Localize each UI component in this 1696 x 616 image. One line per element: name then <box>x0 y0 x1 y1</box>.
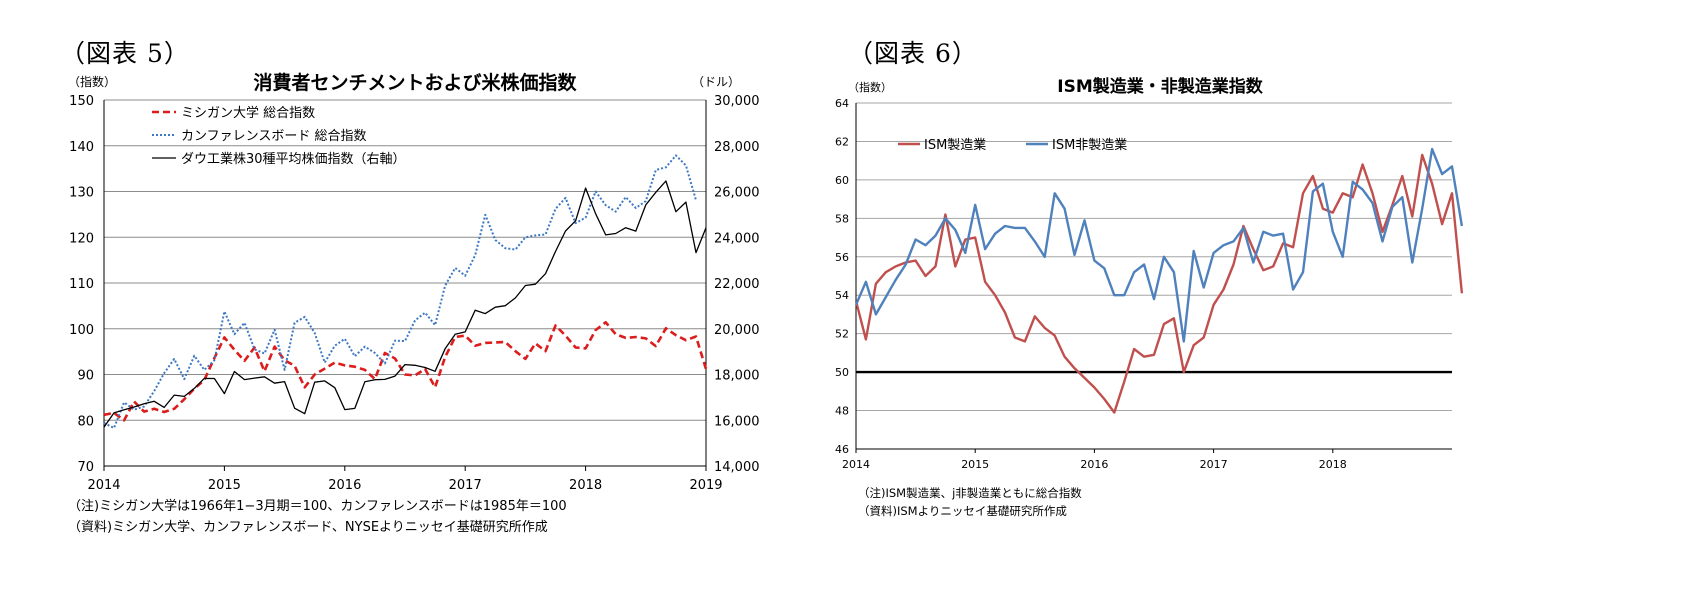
y2-tick-label: 20,000 <box>714 323 760 338</box>
series-line-1 <box>854 153 1464 414</box>
y-tick-label: 130 <box>69 186 94 201</box>
figure-5-panel: （図表 5） 70 80 90 100 110 120 130 140 150 14,000 16,… <box>60 39 760 538</box>
y-tick-label: 120 <box>69 231 94 246</box>
y-tick-label: 50 <box>835 366 849 379</box>
legend-label-2: カンファレンスボード 総合指数 <box>181 129 366 144</box>
series-line-2 <box>103 154 697 429</box>
y-tick-label: 58 <box>835 212 849 225</box>
y2-tick-label: 22,000 <box>714 277 760 292</box>
x-tick-label: 2015 <box>208 478 241 493</box>
legend-label-3: ダウ工業株30種平均株価指数（右軸） <box>181 151 406 167</box>
legend-label-1: ISM製造業 <box>924 137 986 153</box>
y-tick-label: 46 <box>835 443 849 456</box>
x-tick-label: 2017 <box>449 478 482 493</box>
y-tick-label: 140 <box>69 140 94 155</box>
legend-label-2: ISM非製造業 <box>1052 137 1127 153</box>
x-tick-label: 2016 <box>328 478 361 493</box>
ism-index-chart: 46 48 50 52 54 56 58 60 62 64 2014 2015 2016 2017 2018… <box>835 76 1464 471</box>
chart-title: ISM製造業・非製造業指数 <box>1057 76 1263 97</box>
x-tick-label: 2019 <box>689 478 722 493</box>
figure-6-panel: （図表 6） 46 48 50 52 54 56 58 60 62 64 2014 2015 2016 2… <box>835 0 1696 616</box>
y-tick-label: 70 <box>77 460 94 475</box>
figure-5-source: （資料)ミシガン大学、カンファレンスボード、NYSEよりニッセイ基礎研究所作成 <box>68 520 548 535</box>
y-axis-label: （指数） <box>848 80 892 94</box>
series-line-2 <box>854 147 1464 343</box>
figure-6-label: （図表 6） <box>848 39 978 68</box>
x-tick-label: 2015 <box>961 458 989 471</box>
figure-5-note: （注)ミシガン大学は1966年1−3月期＝100、カンファレンスボードは1985… <box>68 499 567 514</box>
figure-5-notes: （注)ミシガン大学は1966年1−3月期＝100、カンファレンスボードは1985… <box>68 496 567 538</box>
figure-5-label: （図表 5） <box>60 39 190 68</box>
y-tick-label: 90 <box>77 369 94 384</box>
y-tick-label: 100 <box>69 323 94 338</box>
chart-title: 消費者センチメントおよび米株価指数 <box>253 71 577 94</box>
y2-tick-label: 16,000 <box>714 414 760 429</box>
y-axis-label: （指数） <box>68 74 116 89</box>
x-tick-label: 2018 <box>569 478 602 493</box>
y-tick-label: 60 <box>835 174 849 187</box>
y-tick-label: 56 <box>835 251 849 264</box>
y-tick-label: 52 <box>835 328 849 341</box>
figure-6-notes: （注)ISM製造業、j非製造業ともに総合指数 （資料)ISMよりニッセイ基礎研究… <box>858 484 1082 520</box>
consumer-sentiment-chart: 70 80 90 100 110 120 130 140 150 14,000 16,000 18,0… <box>68 71 760 493</box>
figure-6-note: （注)ISM製造業、j非製造業ともに総合指数 <box>858 486 1082 500</box>
x-tick-label: 2017 <box>1200 458 1228 471</box>
y-tick-label: 110 <box>69 277 94 292</box>
y2-tick-label: 18,000 <box>714 369 760 384</box>
series-line-1 <box>103 320 708 422</box>
x-tick-label: 2014 <box>87 478 120 493</box>
y-tick-label: 150 <box>69 94 94 109</box>
y2-tick-label: 28,000 <box>714 140 760 155</box>
x-tick-label: 2014 <box>842 458 870 471</box>
legend-label-1: ミシガン大学 総合指数 <box>181 105 315 121</box>
series-line-3 <box>103 180 707 428</box>
y2-tick-label: 14,000 <box>714 460 760 475</box>
y-tick-label: 80 <box>77 414 94 429</box>
y-tick-label: 64 <box>835 97 849 110</box>
y2-axis-label: （ドル） <box>692 75 740 89</box>
y2-tick-label: 26,000 <box>714 186 760 201</box>
x-tick-label: 2018 <box>1319 458 1347 471</box>
y2-tick-label: 24,000 <box>714 231 760 246</box>
x-tick-label: 2016 <box>1080 458 1108 471</box>
y-tick-label: 62 <box>835 135 849 148</box>
y-tick-label: 48 <box>835 405 849 418</box>
y-tick-label: 54 <box>835 289 849 302</box>
figure-6-source: （資料)ISMよりニッセイ基礎研究所作成 <box>858 504 1067 518</box>
y2-tick-label: 30,000 <box>714 94 760 109</box>
